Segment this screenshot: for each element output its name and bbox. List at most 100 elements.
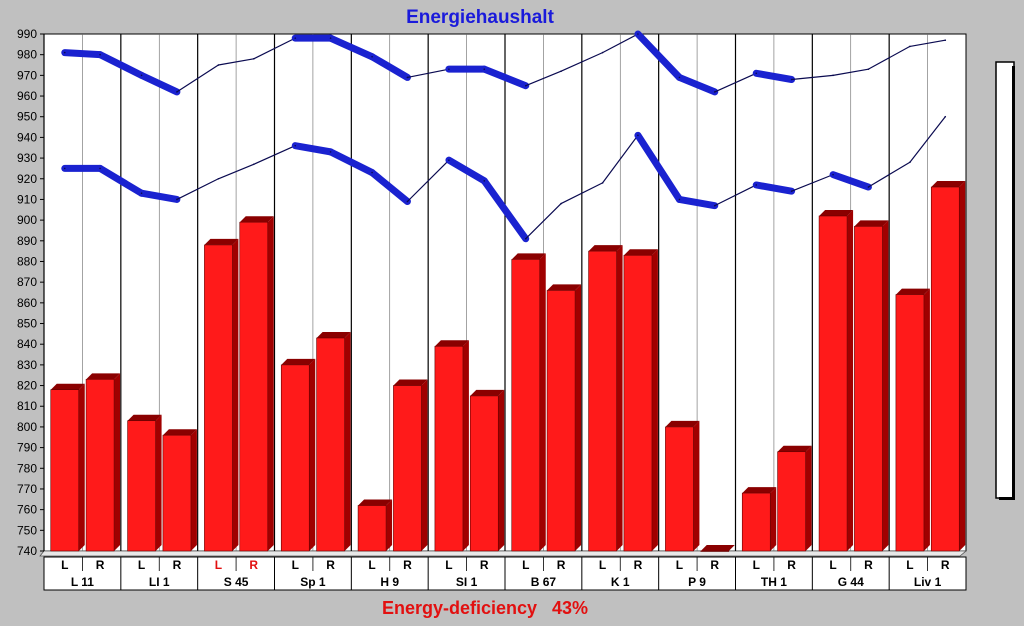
x-side-label: R	[787, 558, 796, 572]
bar-front	[854, 226, 883, 552]
line-segment-upper-band	[675, 73, 719, 96]
line-point-upper-band	[140, 74, 143, 77]
x-axis-labels: L RL 11L RLI 1L RS 45L RSp 1L RH 9L RSI 1L RB 6…	[43, 556, 967, 591]
bar-side	[498, 389, 505, 551]
bar-top	[931, 181, 966, 188]
x-group-label: SI 1	[456, 575, 478, 589]
bar-front	[50, 389, 80, 552]
bar	[623, 249, 658, 552]
line-segment-lower-band	[634, 131, 683, 203]
x-group-label: LI 1	[149, 575, 170, 589]
line-segment-upper-band	[368, 53, 411, 81]
line-segment-upper-band	[176, 64, 220, 93]
bar	[777, 445, 812, 552]
line-point-upper-band	[252, 58, 255, 60]
bar	[85, 373, 121, 552]
y-tick-label: 800	[17, 420, 37, 434]
bar-top	[127, 414, 162, 421]
line-segment-upper-band	[832, 68, 870, 76]
bar	[665, 420, 700, 552]
energy-deficiency-value: 43%	[552, 598, 588, 618]
line-segment-upper-band	[327, 34, 376, 61]
bar-top	[50, 383, 85, 390]
line-point-lower-band	[560, 202, 562, 205]
bar-front	[777, 451, 806, 552]
line-point-lower-band	[371, 171, 373, 174]
x-group-label: Liv 1	[914, 575, 942, 589]
line-point-upper-band	[832, 74, 834, 77]
footer-text: Energy-deficiency 43%	[382, 598, 588, 618]
line-segment-upper-band	[406, 68, 450, 79]
scrollbar-shadow-bottom	[999, 497, 1015, 500]
line-segment-lower-band	[480, 177, 530, 243]
line-segment-lower-band	[867, 161, 911, 188]
x-side-label: R	[173, 558, 182, 572]
line-segment-lower-band	[176, 178, 220, 201]
x-side-label: R	[864, 558, 873, 572]
bar-front	[239, 221, 269, 552]
bar-top	[588, 245, 623, 252]
bar-front	[357, 505, 387, 552]
line-point-upper-band	[448, 68, 450, 70]
bar-top	[623, 249, 658, 256]
bar-front	[588, 250, 617, 552]
line-point-lower-band	[99, 167, 101, 170]
line-segment-lower-band	[291, 142, 335, 156]
y-tick-label: 770	[17, 482, 37, 496]
line-segment-lower-band	[96, 164, 146, 197]
line-point-lower-band	[448, 159, 450, 161]
line-segment-upper-band	[909, 39, 946, 48]
y-tick-label: 850	[17, 317, 37, 331]
bar-side	[232, 238, 239, 551]
line-point-lower-band	[140, 192, 143, 195]
bar-top	[86, 373, 121, 380]
bar-side	[959, 181, 966, 552]
line-point-lower-band	[867, 186, 870, 188]
y-tick-label: 890	[17, 234, 37, 248]
line-point-lower-band	[790, 190, 793, 192]
y-tick-label: 740	[17, 544, 37, 558]
y-tick-label: 910	[17, 192, 37, 206]
line-segment-upper-band	[525, 70, 562, 87]
bar-front	[818, 215, 848, 552]
line-point-upper-band	[294, 37, 297, 39]
bar-side	[155, 414, 162, 551]
line-segment-upper-band	[138, 71, 181, 96]
bar-front	[700, 550, 730, 552]
x-side-label: L	[753, 558, 760, 572]
bar-front	[204, 244, 233, 552]
bar-side	[693, 420, 700, 551]
line-point-upper-band	[406, 76, 409, 79]
x-group-label: G 44	[838, 575, 864, 589]
x-group-label: K 1	[611, 575, 630, 589]
bar-front	[127, 420, 156, 552]
line-segment-upper-band	[714, 72, 757, 93]
line-point-lower-band	[329, 151, 332, 153]
line-point-lower-band	[601, 182, 604, 184]
y-tick-label: 840	[17, 337, 37, 351]
x-group-label: S 45	[224, 575, 249, 589]
x-side-label: R	[480, 558, 489, 572]
x-side-label: R	[634, 558, 643, 572]
bar	[854, 220, 889, 552]
x-group-label: H 9	[380, 575, 399, 589]
x-side-label: R	[941, 558, 950, 572]
x-side-label: L	[522, 558, 529, 572]
bar	[588, 245, 623, 552]
y-tick-label: 760	[17, 503, 37, 517]
line-segment-upper-band	[601, 33, 639, 54]
plot-floor	[39, 550, 968, 557]
bar-side	[421, 379, 428, 551]
bar-side	[462, 340, 469, 551]
line-segment-upper-band	[480, 65, 530, 90]
line-point-upper-band	[637, 33, 639, 35]
line-point-upper-band	[601, 51, 604, 54]
line-segment-upper-band	[96, 51, 146, 79]
line-point-lower-band	[713, 204, 716, 207]
scrollbar-track[interactable]	[995, 61, 1015, 499]
y-tick-label: 790	[17, 441, 37, 455]
bar-top	[358, 499, 393, 506]
bar-side	[882, 220, 889, 551]
line-point-lower-band	[637, 134, 639, 137]
